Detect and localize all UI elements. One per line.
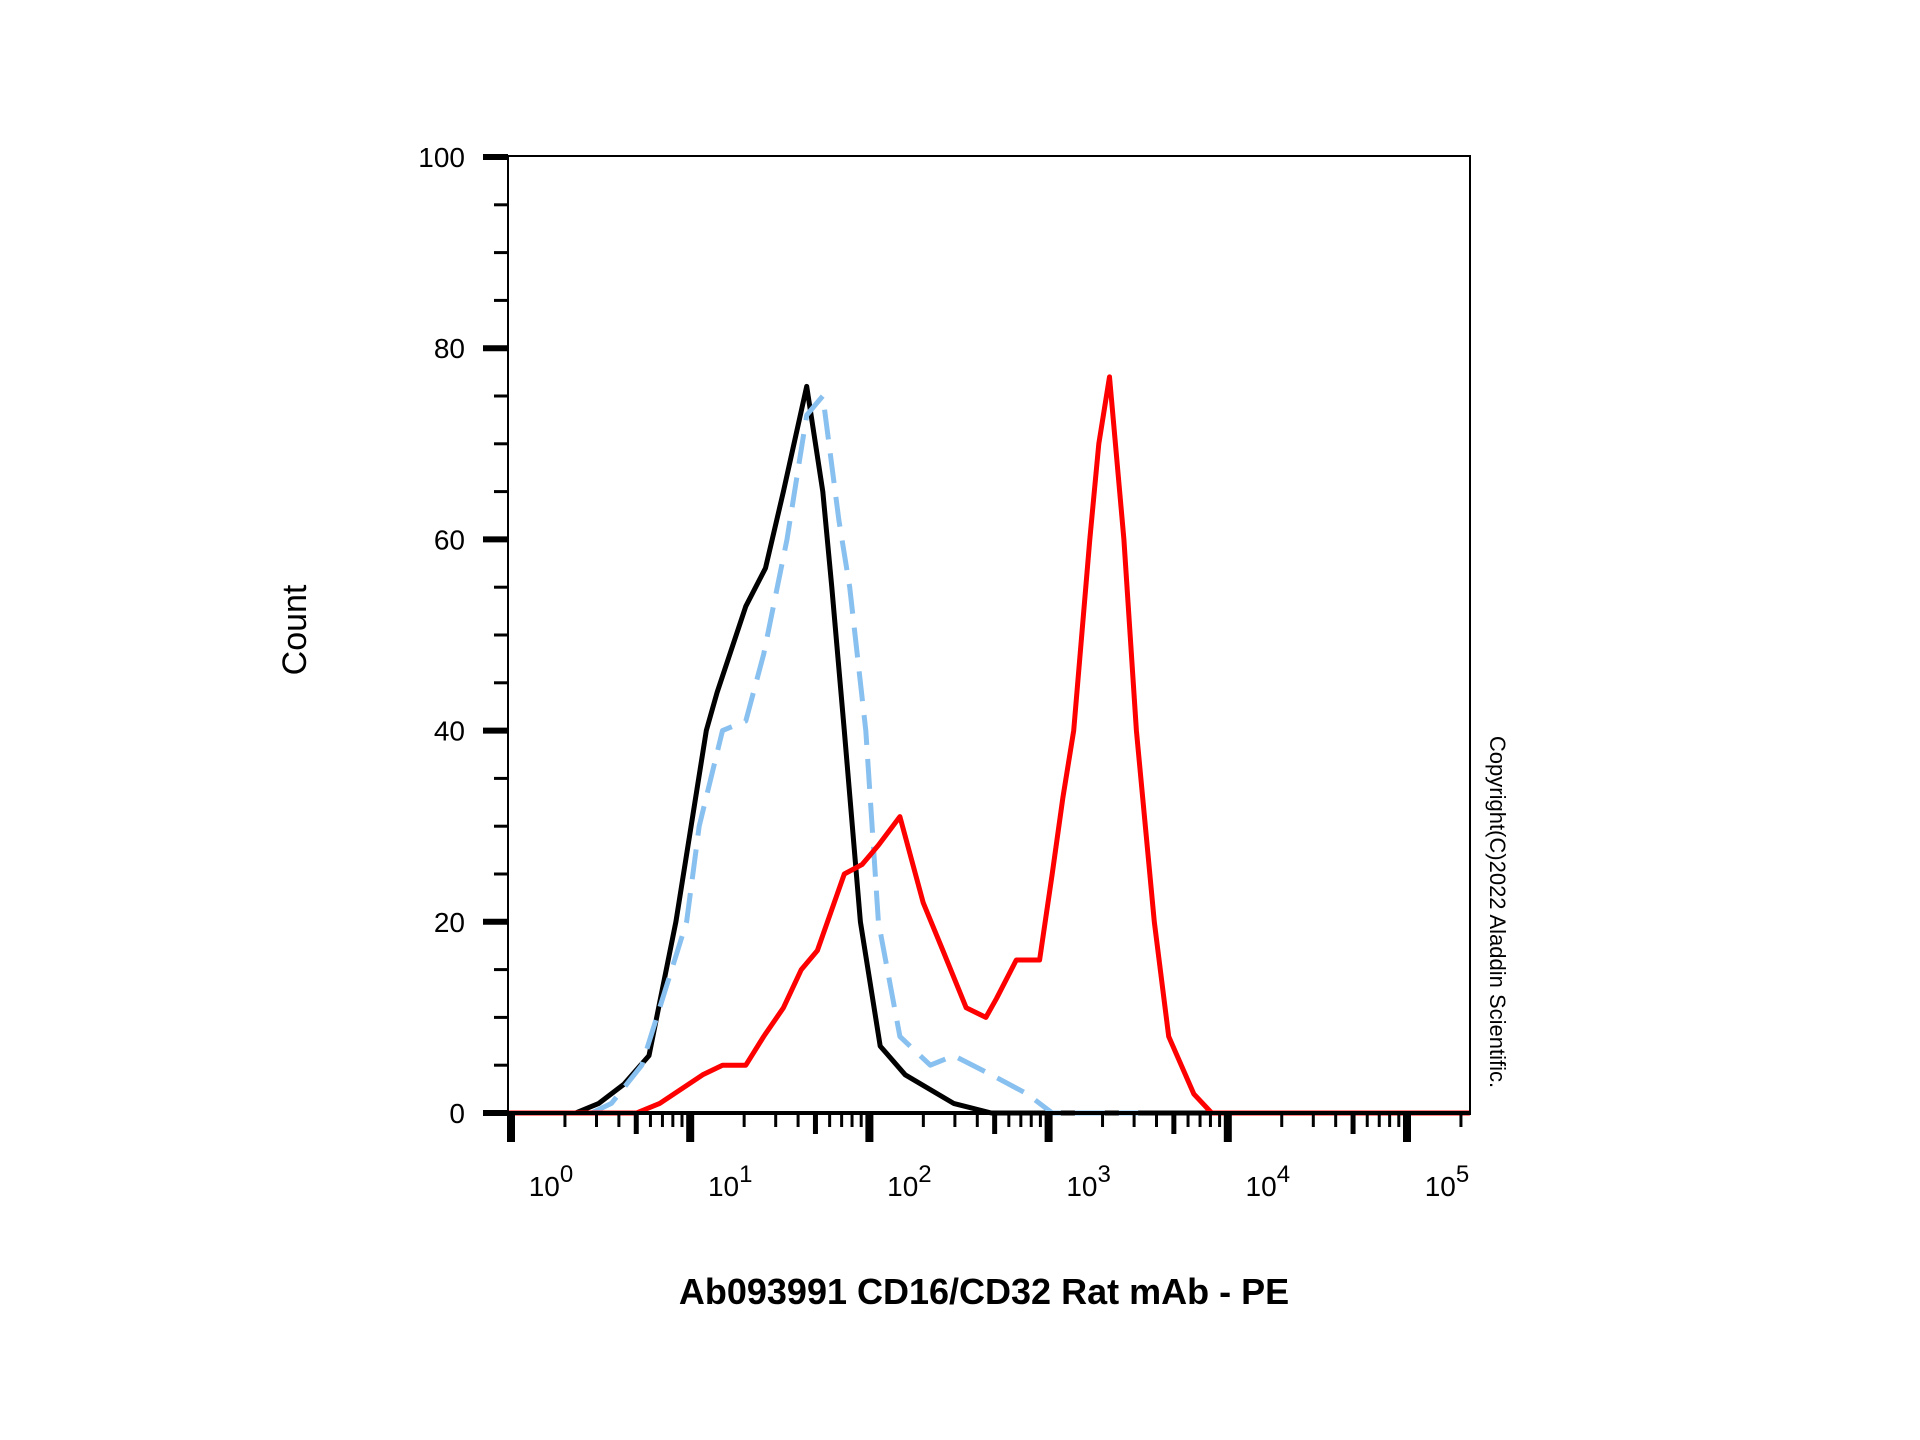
y-tick-label: 60 [434,524,465,555]
y-axis-label: Count [276,584,314,675]
y-axis: 0 20 40 60 80 100 [418,142,508,1129]
x-tick-label: 104 [1246,1161,1291,1202]
series-line-2 [507,374,1470,1116]
y-tick-label: 80 [434,333,465,364]
x-axis: 100 101 102 103 104 105 [483,1111,1470,1202]
y-tick-label: 0 [449,1098,465,1129]
x-tick-label: 102 [887,1161,932,1202]
series-line-1 [590,393,1139,1116]
y-tick-label: 40 [434,716,465,747]
x-tick-label: 103 [1066,1161,1111,1202]
series-layer [507,374,1470,1116]
plot-frame [507,155,1471,1115]
x-tick-label: 101 [708,1161,753,1202]
x-tick-label: 100 [529,1161,574,1202]
y-tick-label: 20 [434,907,465,938]
series-line-0 [507,383,1470,1116]
x-axis-label: Ab093991 CD16/CD32 Rat mAb - PE [679,1271,1289,1312]
y-tick-label: 100 [418,142,465,173]
x-tick-label: 105 [1425,1161,1470,1202]
copyright-text: Copyright(C)2022 Aladdin Scientific. [1485,736,1510,1088]
